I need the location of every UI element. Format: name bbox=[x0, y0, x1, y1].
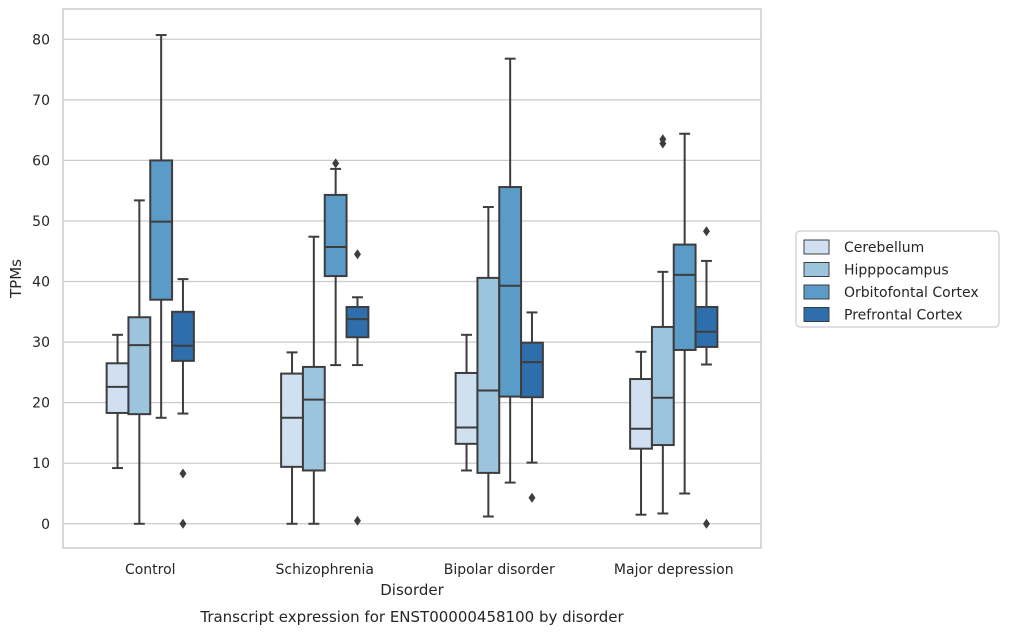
box-series bbox=[105, 34, 719, 529]
box-iqr bbox=[323, 193, 348, 278]
legend-swatch bbox=[803, 262, 830, 277]
legend-swatch bbox=[803, 284, 830, 300]
box-iqr bbox=[171, 310, 195, 362]
box-element bbox=[280, 351, 304, 525]
box-element bbox=[454, 333, 479, 472]
box-iqr bbox=[149, 159, 174, 301]
box-element bbox=[476, 206, 501, 518]
legend-label: Cerebellum bbox=[844, 240, 924, 256]
outlier-point bbox=[659, 134, 667, 145]
box-element bbox=[520, 311, 544, 503]
legend: Cerebellum Hipppocampus Orbitofontal Corte… bbox=[795, 230, 1000, 328]
y-axis-ticks: 0 10 20 30 40 50 60 70 80 bbox=[32, 32, 50, 532]
legend-frame bbox=[795, 230, 1000, 328]
y-tick-label: 70 bbox=[32, 93, 50, 109]
box-element bbox=[498, 57, 523, 484]
box-iqr bbox=[672, 243, 697, 351]
box-element bbox=[672, 132, 697, 495]
box-iqr bbox=[476, 276, 501, 474]
legend-item: Prefrontal Cortex bbox=[803, 307, 963, 324]
box-element bbox=[694, 226, 719, 529]
legend-item: Cerebellum bbox=[803, 239, 924, 256]
box-element bbox=[301, 235, 326, 525]
box-element bbox=[345, 249, 370, 526]
series-0 bbox=[105, 333, 653, 525]
box-iqr bbox=[520, 341, 544, 399]
series-2 bbox=[149, 34, 697, 495]
y-tick-label: 40 bbox=[32, 275, 50, 291]
legend-label: Orbitofontal Cortex bbox=[844, 285, 979, 301]
box-element bbox=[105, 333, 130, 470]
box-iqr bbox=[280, 372, 304, 468]
box-iqr bbox=[345, 305, 370, 339]
y-tick-label: 20 bbox=[32, 396, 50, 412]
legend-label: Prefrontal Cortex bbox=[844, 308, 963, 324]
outlier-point bbox=[179, 518, 187, 529]
box-element bbox=[650, 134, 675, 515]
outlier-point bbox=[702, 226, 710, 237]
box-iqr bbox=[650, 325, 675, 447]
x-axis-label: Disorder bbox=[380, 581, 444, 599]
box-element bbox=[171, 278, 195, 529]
y-tick-label: 0 bbox=[41, 517, 50, 533]
y-axis-label: TPMs bbox=[7, 259, 25, 299]
legend-item: Hipppocampus bbox=[803, 262, 949, 279]
outlier-point bbox=[528, 492, 536, 503]
x-axis-ticks: Control Schizophrenia Bipolar disorder Majo… bbox=[125, 562, 734, 578]
outlier-point bbox=[702, 518, 710, 529]
box-iqr bbox=[498, 186, 523, 398]
x-tick-label: Bipolar disorder bbox=[444, 562, 555, 578]
box-iqr bbox=[301, 365, 326, 472]
x-tick-label: Schizophrenia bbox=[276, 562, 374, 578]
outlier-point bbox=[179, 468, 187, 479]
x-tick-label: Major depression bbox=[614, 562, 734, 578]
chart-caption: Transcript expression for ENST0000045810… bbox=[199, 608, 624, 626]
box-iqr bbox=[105, 362, 130, 414]
box-iqr bbox=[629, 378, 653, 450]
box-element bbox=[629, 350, 653, 516]
box-element bbox=[127, 199, 152, 525]
box-element bbox=[149, 34, 174, 419]
legend-swatch bbox=[803, 239, 830, 255]
outlier-point bbox=[332, 158, 340, 169]
y-tick-label: 50 bbox=[32, 214, 50, 230]
box-iqr bbox=[127, 316, 152, 416]
box-iqr bbox=[694, 305, 719, 348]
y-tick-label: 60 bbox=[32, 153, 50, 169]
plot-area-frame bbox=[62, 8, 762, 549]
y-tick-label: 10 bbox=[32, 456, 50, 472]
series-1 bbox=[127, 134, 675, 525]
outlier-point bbox=[353, 515, 361, 526]
y-tick-label: 80 bbox=[32, 32, 50, 48]
series-3 bbox=[171, 226, 719, 529]
legend-item: Orbitofontal Cortex bbox=[803, 284, 979, 301]
x-tick-label: Control bbox=[125, 562, 176, 578]
y-tick-label: 30 bbox=[32, 335, 50, 351]
legend-label: Hipppocampus bbox=[844, 263, 949, 279]
box-iqr bbox=[454, 371, 479, 445]
outlier-point bbox=[353, 249, 361, 260]
box-element bbox=[323, 158, 348, 367]
legend-swatch bbox=[803, 307, 830, 322]
